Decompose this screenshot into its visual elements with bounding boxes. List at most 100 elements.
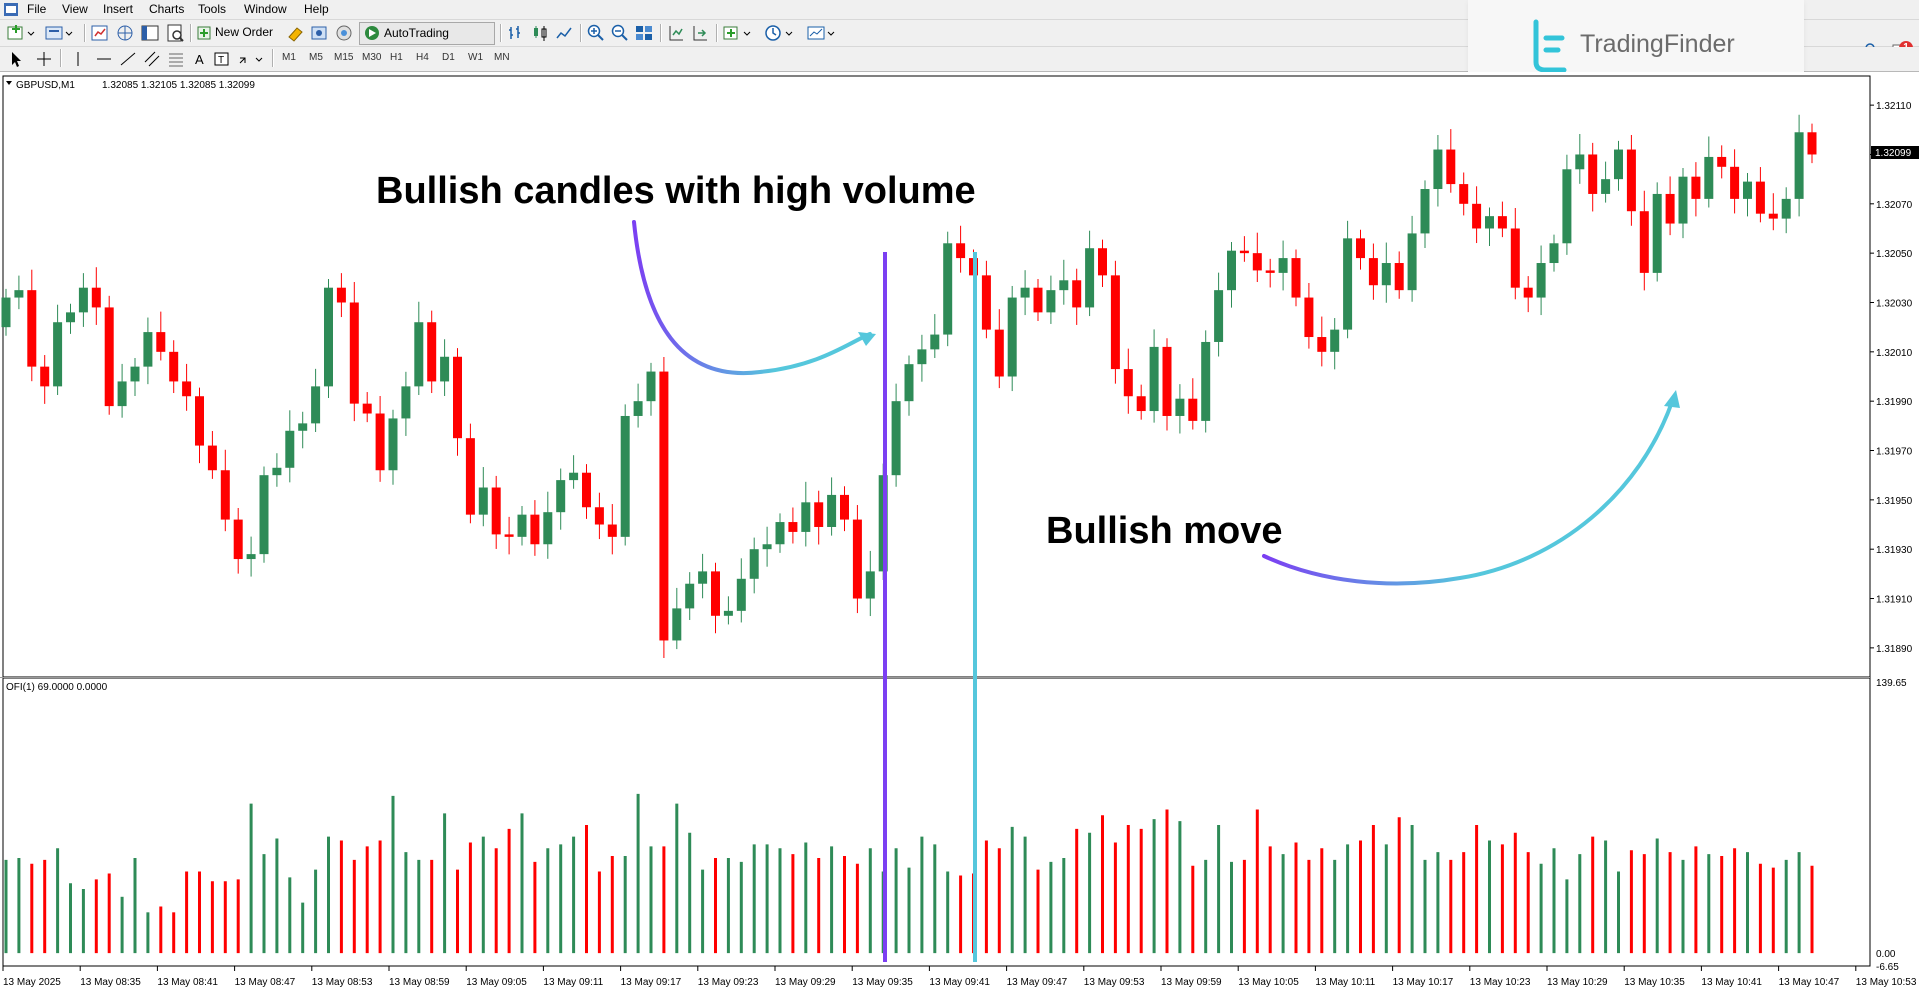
time-tick-label: 13 May 10:35 (1624, 977, 1685, 988)
candle-body (930, 334, 940, 350)
menu-bar: File View Insert Charts Tools Window Hel… (0, 0, 1919, 20)
time-tick-label: 13 May 09:17 (621, 977, 682, 988)
autotrading-label: AutoTrading (384, 26, 449, 40)
timeframe-d1[interactable]: D1 (442, 52, 455, 63)
candle-body (1149, 346, 1159, 412)
meta-editor-icon[interactable] (286, 23, 306, 43)
candle-body (840, 494, 849, 520)
candle-body (594, 507, 604, 525)
zoom-in-icon[interactable] (586, 23, 606, 43)
time-tick-label: 13 May 10:29 (1547, 977, 1608, 988)
menu-window[interactable]: Window (244, 2, 287, 16)
candle-body (827, 494, 837, 527)
candle-body (1252, 253, 1262, 271)
app-icon (4, 3, 18, 16)
menu-tools[interactable]: Tools (198, 2, 227, 16)
candle-body (324, 287, 333, 387)
symbol-menu-icon[interactable] (6, 81, 12, 85)
timeframe-w1[interactable]: W1 (468, 52, 483, 63)
crosshair-icon[interactable] (34, 49, 54, 69)
last-price-marker (1871, 146, 1919, 159)
fibonacci-icon[interactable] (166, 49, 186, 69)
candle-body (1588, 154, 1598, 194)
annotation-bullish-move: Bullish move (1046, 510, 1283, 552)
channel-icon[interactable] (142, 49, 162, 69)
candle-body (685, 583, 695, 609)
candle-body (195, 396, 204, 446)
candle-body (504, 534, 514, 537)
candle-body (711, 571, 720, 616)
line-chart-icon[interactable] (554, 23, 574, 43)
timeframe-h1[interactable]: H1 (390, 52, 403, 63)
tester-icon[interactable] (165, 23, 185, 43)
candle-body (1485, 216, 1494, 229)
text-label-icon[interactable]: T (212, 49, 232, 69)
timeframe-m30[interactable]: M30 (362, 52, 382, 63)
chart-shift-icon[interactable] (666, 23, 686, 43)
time-tick-label: 13 May 08:35 (80, 977, 141, 988)
candle-body (401, 386, 411, 419)
candle-body (1497, 216, 1507, 229)
timeframe-h4[interactable]: H4 (416, 52, 429, 63)
candle-body (1059, 280, 1069, 291)
candle-body (1575, 154, 1585, 170)
candle-body (414, 322, 424, 387)
vertical-line-icon[interactable] (68, 49, 88, 69)
horizontal-line-icon[interactable] (94, 49, 114, 69)
menu-insert[interactable]: Insert (103, 2, 134, 16)
trendline-icon[interactable] (118, 49, 138, 69)
svg-text:T: T (218, 55, 224, 66)
candle-body (852, 519, 862, 599)
menu-view[interactable]: View (62, 2, 88, 16)
time-tick-label: 13 May 10:17 (1393, 977, 1454, 988)
candle-body (1020, 287, 1030, 298)
profiles-icon[interactable] (44, 23, 74, 43)
candle-body (1704, 156, 1714, 199)
candle-body (1007, 297, 1017, 377)
market-icon[interactable] (334, 23, 354, 43)
candle-body (1330, 329, 1340, 352)
bar-chart-icon[interactable] (506, 23, 526, 43)
menu-file[interactable]: File (27, 2, 47, 16)
candle-body (582, 472, 591, 508)
timeframe-mn[interactable]: MN (494, 52, 510, 63)
candle-body (78, 287, 88, 313)
time-tick-label: 13 May 10:11 (1315, 977, 1375, 988)
indicators-icon[interactable] (722, 23, 756, 43)
candle-chart-icon[interactable] (530, 23, 550, 43)
candle-body (1781, 198, 1791, 219)
timeframe-m15[interactable]: M15 (334, 52, 354, 63)
menu-charts[interactable]: Charts (149, 2, 185, 16)
signals-icon[interactable] (310, 23, 330, 43)
templates-icon[interactable] (806, 23, 840, 43)
candle-body (543, 512, 553, 545)
auto-scroll-icon[interactable] (690, 23, 710, 43)
candle-body (207, 445, 217, 471)
market-watch-icon[interactable] (90, 23, 110, 43)
text-icon[interactable]: A (190, 49, 210, 69)
menu-help[interactable]: Help (304, 2, 329, 16)
timeframe-m5[interactable]: M5 (309, 52, 323, 63)
autotrading-button[interactable]: AutoTrading (359, 22, 495, 45)
new-chart-icon[interactable] (6, 23, 36, 43)
candle-body (569, 472, 579, 481)
time-tick-label: 13 May 09:41 (929, 977, 990, 988)
candle-body (1652, 193, 1662, 273)
candle-body (1536, 263, 1546, 298)
candle-body (1665, 193, 1675, 224)
ofi-bars-group (4, 793, 1814, 954)
new-order-label[interactable]: New Order (215, 25, 274, 39)
new-order-button[interactable] (196, 23, 212, 43)
chart-window[interactable]: 1.321101.320901.320701.320501.320301.320… (0, 72, 1919, 996)
periods-icon[interactable] (764, 23, 798, 43)
timeframe-m1[interactable]: M1 (282, 52, 296, 63)
zoom-out-icon[interactable] (610, 23, 630, 43)
ofi-tick-label: 139.65 (1876, 678, 1907, 689)
tile-windows-icon[interactable] (634, 23, 654, 43)
terminal-icon[interactable] (140, 23, 160, 43)
cursor-icon[interactable] (6, 49, 26, 69)
navigator-icon[interactable] (115, 23, 135, 43)
arrows-icon[interactable] (236, 49, 266, 69)
price-tick-label: 1.31930 (1876, 545, 1913, 556)
candle-body (1433, 149, 1443, 190)
